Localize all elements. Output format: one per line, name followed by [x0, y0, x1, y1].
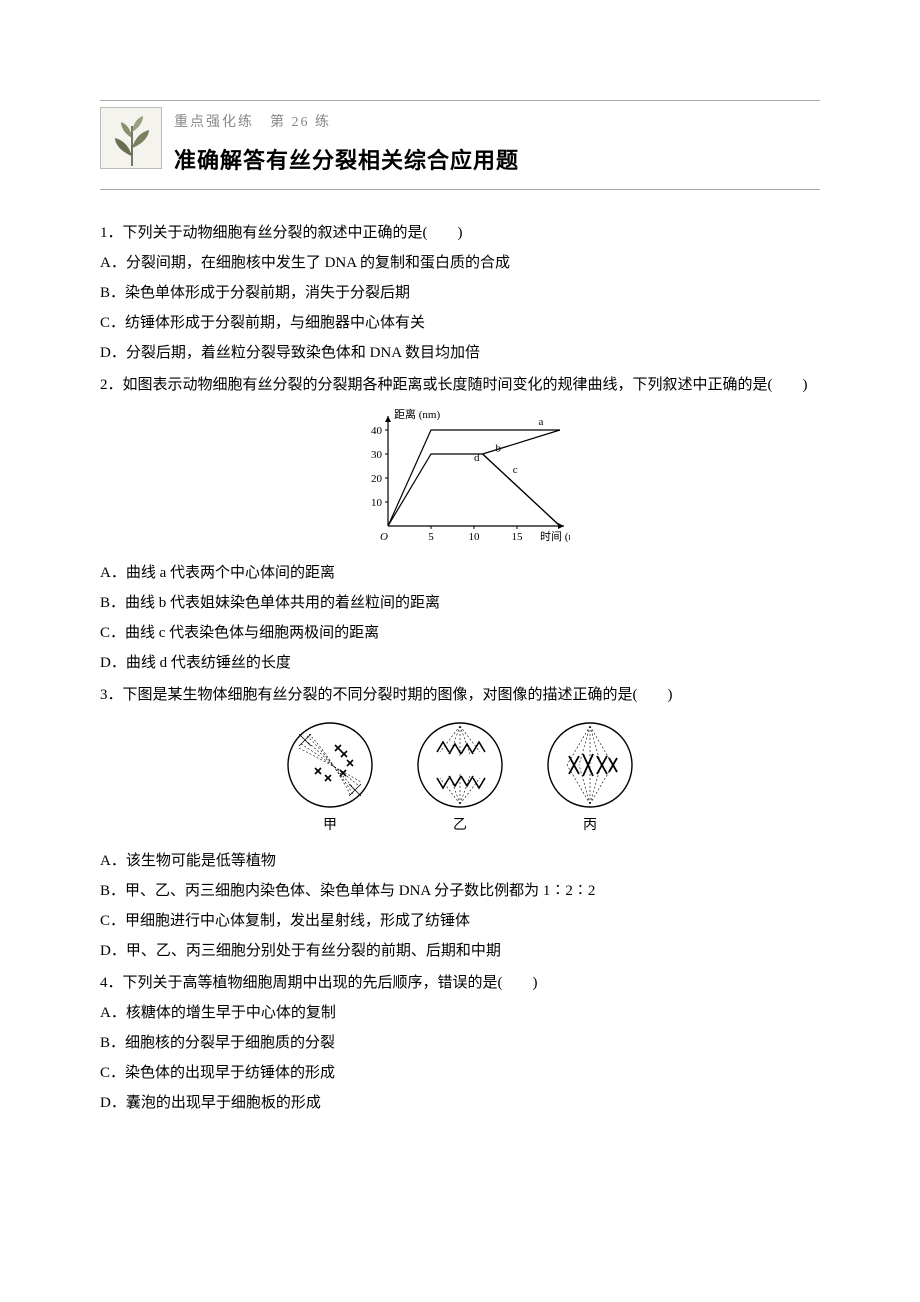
q3-option-b: B．甲、乙、丙三细胞内染色体、染色单体与 DNA 分子数比例都为 1∶2∶2 — [100, 876, 820, 906]
svg-text:时间 (min): 时间 (min) — [540, 530, 570, 543]
q3-option-a: A．该生物可能是低等植物 — [100, 846, 820, 876]
header-title: 准确解答有丝分裂相关综合应用题 — [174, 139, 519, 183]
q3-stem: 3．下图是某生物体细胞有丝分裂的不同分裂时期的图像，对图像的描述正确的是( ) — [100, 680, 820, 710]
question-2: 2．如图表示动物细胞有丝分裂的分裂期各种距离或长度随时间变化的规律曲线，下列叙述… — [100, 370, 820, 400]
q2-option-c: C．曲线 c 代表染色体与细胞两极间的距离 — [100, 618, 820, 648]
cell-figure-bing: 丙 — [545, 720, 635, 840]
q3-option-d: D．甲、乙、丙三细胞分别处于有丝分裂的前期、后期和中期 — [100, 936, 820, 966]
question-1: 1．下列关于动物细胞有丝分裂的叙述中正确的是( ) A．分裂间期，在细胞核中发生… — [100, 218, 820, 368]
svg-text:d: d — [474, 452, 480, 464]
svg-text:5: 5 — [428, 531, 434, 543]
svg-text:10: 10 — [469, 531, 481, 543]
cell-label-bing: 丙 — [583, 812, 597, 840]
header-text-block: 重点强化练 第 26 练 准确解答有丝分裂相关综合应用题 — [174, 107, 519, 183]
q3-option-c: C．甲细胞进行中心体复制，发出星射线，形成了纺锤体 — [100, 906, 820, 936]
svg-text:20: 20 — [371, 473, 383, 485]
q2-option-b: B．曲线 b 代表姐妹染色单体共用的着丝粒间的距离 — [100, 588, 820, 618]
q1-option-d: D．分裂后期，着丝粒分裂导致染色体和 DNA 数目均加倍 — [100, 338, 820, 368]
question-2-options: A．曲线 a 代表两个中心体间的距离 B．曲线 b 代表姐妹染色单体共用的着丝粒… — [100, 558, 820, 678]
question-3-options: A．该生物可能是低等植物 B．甲、乙、丙三细胞内染色体、染色单体与 DNA 分子… — [100, 846, 820, 966]
cell-figure-yi: 乙 — [415, 720, 505, 840]
q1-option-c: C．纺锤体形成于分裂前期，与细胞器中心体有关 — [100, 308, 820, 338]
question-3: 3．下图是某生物体细胞有丝分裂的不同分裂时期的图像，对图像的描述正确的是( ) — [100, 680, 820, 710]
svg-text:距离 (nm): 距离 (nm) — [394, 408, 440, 421]
svg-text:15: 15 — [512, 531, 524, 543]
distance-time-chart: 10 20 30 40 5 10 15 O 距离 (nm) 时间 (min) a bc d — [350, 408, 570, 548]
q3-cell-figures: 甲 乙 — [100, 720, 820, 840]
q2-chart-wrap: 10 20 30 40 5 10 15 O 距离 (nm) 时间 (min) a bc d — [100, 408, 820, 548]
q1-option-b: B．染色单体形成于分裂前期，消失于分裂后期 — [100, 278, 820, 308]
svg-text:10: 10 — [371, 497, 383, 509]
header-subtitle: 重点强化练 第 26 练 — [174, 109, 519, 137]
q2-option-d: D．曲线 d 代表纺锤丝的长度 — [100, 648, 820, 678]
cell-label-jia: 甲 — [323, 812, 337, 840]
q2-stem: 2．如图表示动物细胞有丝分裂的分裂期各种距离或长度随时间变化的规律曲线，下列叙述… — [100, 370, 820, 400]
svg-text:b: b — [496, 443, 502, 455]
svg-text:c: c — [513, 464, 518, 476]
q4-option-b: B．细胞核的分裂早于细胞质的分裂 — [100, 1028, 820, 1058]
svg-text:30: 30 — [371, 449, 383, 461]
lesson-header: 重点强化练 第 26 练 准确解答有丝分裂相关综合应用题 — [100, 100, 820, 190]
svg-text:a: a — [539, 416, 544, 428]
svg-text:O: O — [380, 531, 388, 543]
q1-stem: 1．下列关于动物细胞有丝分裂的叙述中正确的是( ) — [100, 218, 820, 248]
question-4: 4．下列关于高等植物细胞周期中出现的先后顺序，错误的是( ) A．核糖体的增生早… — [100, 968, 820, 1118]
q1-option-a: A．分裂间期，在细胞核中发生了 DNA 的复制和蛋白质的合成 — [100, 248, 820, 278]
q2-option-a: A．曲线 a 代表两个中心体间的距离 — [100, 558, 820, 588]
q4-option-a: A．核糖体的增生早于中心体的复制 — [100, 998, 820, 1028]
q4-option-d: D．囊泡的出现早于细胞板的形成 — [100, 1088, 820, 1118]
cell-label-yi: 乙 — [453, 812, 467, 840]
q4-option-c: C．染色体的出现早于纺锤体的形成 — [100, 1058, 820, 1088]
header-plant-icon — [100, 107, 162, 169]
cell-figure-jia: 甲 — [285, 720, 375, 840]
svg-text:40: 40 — [371, 425, 383, 437]
q4-stem: 4．下列关于高等植物细胞周期中出现的先后顺序，错误的是( ) — [100, 968, 820, 998]
